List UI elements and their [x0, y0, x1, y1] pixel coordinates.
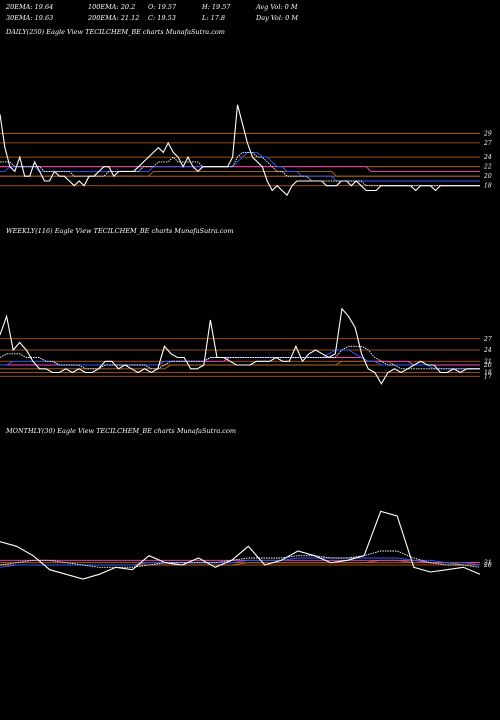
- daily-ema-pink-line: [0, 166, 480, 172]
- high-readout: H: 19.57: [202, 3, 231, 11]
- open-readout: O: 19.57: [148, 3, 177, 11]
- weekly-price-line: [0, 307, 480, 385]
- weekly-y-tick-label: 24: [483, 347, 492, 354]
- daily-y-tick-label: 18: [484, 183, 492, 190]
- weekly-chart-title: WEEKLY(116) Eagle View TECILCHEM_BE char…: [6, 227, 234, 235]
- monthly-price-line: [0, 510, 481, 580]
- close-readout: C: 19.53: [148, 14, 176, 22]
- daily-ema-blue-line: [0, 151, 480, 182]
- weekly-y-tick-label: 21: [483, 358, 492, 365]
- low-readout: L: 17.8: [202, 14, 226, 22]
- day-vol-readout: Day Vol: 0 M: [256, 14, 299, 22]
- monthly-chart-title: MONTHLY(30) Eagle View TECILCHEM_BE char…: [6, 427, 237, 435]
- weekly-ema-blue-line: [0, 349, 480, 370]
- monthly-ema-fast-line: [0, 550, 481, 568]
- monthly-ema-pink-line: [0, 559, 480, 564]
- daily-y-tick-label: 29: [483, 130, 492, 137]
- daily-chart: 29 27 24 22 20 18: [0, 104, 492, 197]
- weekly-y-tick-label: 27: [483, 336, 492, 343]
- daily-price-line: [0, 104, 480, 197]
- monthly-y-tick-label: 20: [483, 562, 492, 569]
- ema100-readout: 100EMA: 20.2: [88, 3, 136, 11]
- daily-chart-title: DAILY(250) Eagle View TECILCHEM_BE chart…: [6, 28, 225, 36]
- weekly-y-tick-label: 17: [484, 373, 492, 380]
- daily-y-tick-label: 20: [483, 173, 492, 180]
- daily-y-tick-label: 22: [483, 164, 492, 171]
- weekly-y-tick-label: 18: [484, 370, 492, 377]
- ema30-readout: 30EMA: 19.63: [6, 14, 54, 22]
- daily-y-tick-label: 24: [483, 154, 492, 161]
- weekly-y-tick-label: 20: [483, 362, 492, 369]
- daily-y-tick-label: 27: [483, 140, 492, 147]
- ema20-readout: 20EMA: 19.64: [6, 3, 54, 11]
- ema200-readout: 200EMA: 21.12: [88, 14, 140, 22]
- avg-vol-readout: Avg Vol: 0 M: [256, 3, 298, 11]
- daily-ema-brown-line: [0, 170, 480, 177]
- monthly-y-tick-label: 21: [483, 560, 492, 567]
